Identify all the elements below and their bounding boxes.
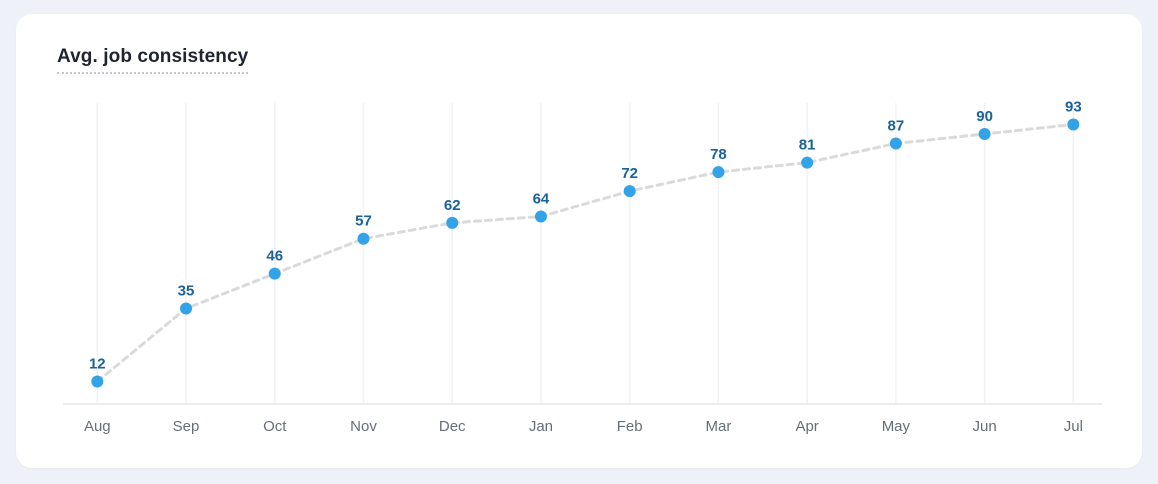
point-label-nov: 57 xyxy=(355,213,372,230)
data-point-jul[interactable] xyxy=(1067,118,1080,131)
x-tick-may: May xyxy=(882,418,911,435)
x-tick-mar: Mar xyxy=(705,418,731,435)
x-tick-jun: Jun xyxy=(973,418,997,435)
x-tick-apr: Apr xyxy=(795,418,818,435)
point-label-jun: 90 xyxy=(976,108,993,125)
avg-job-consistency-card: 12 Aug 35 Sep 46 Oct 57 Nov 62 Dec 64 Jan 72 Feb 78 Mar… xyxy=(16,14,1142,468)
data-point-oct[interactable] xyxy=(268,267,281,280)
x-tick-dec: Dec xyxy=(439,418,466,435)
x-tick-aug: Aug xyxy=(84,418,111,435)
x-tick-sep: Sep xyxy=(173,418,200,435)
x-tick-nov: Nov xyxy=(350,418,377,435)
point-label-mar: 78 xyxy=(710,146,727,163)
chart-title[interactable]: Avg. job consistency xyxy=(57,46,249,74)
data-point-feb[interactable] xyxy=(623,185,636,198)
data-point-jun[interactable] xyxy=(978,128,991,141)
point-label-may: 87 xyxy=(888,118,905,135)
point-label-sep: 35 xyxy=(178,283,195,300)
trend-line xyxy=(95,123,1075,383)
x-tick-oct: Oct xyxy=(263,418,287,435)
data-point-mar[interactable] xyxy=(712,166,725,179)
point-label-apr: 81 xyxy=(799,137,816,154)
data-point-aug[interactable] xyxy=(91,375,104,388)
data-point-nov[interactable] xyxy=(357,232,370,245)
data-point-dec[interactable] xyxy=(446,216,459,229)
point-label-jul: 93 xyxy=(1065,99,1082,116)
data-point-apr[interactable] xyxy=(801,156,814,169)
x-tick-jan: Jan xyxy=(529,418,553,435)
point-label-aug: 12 xyxy=(89,356,106,373)
point-label-feb: 72 xyxy=(621,165,638,182)
point-label-jan: 64 xyxy=(533,191,550,208)
x-tick-jul: Jul xyxy=(1064,418,1083,435)
data-point-jan[interactable] xyxy=(534,210,547,223)
data-point-sep[interactable] xyxy=(180,302,193,315)
line-chart-svg: 12 Aug 35 Sep 46 Oct 57 Nov 62 Dec 64 Jan 72 Feb 78 Mar… xyxy=(63,99,1102,435)
point-label-oct: 46 xyxy=(266,248,283,265)
data-point-may[interactable] xyxy=(889,137,902,150)
point-label-dec: 62 xyxy=(444,197,461,214)
x-tick-feb: Feb xyxy=(617,418,643,435)
